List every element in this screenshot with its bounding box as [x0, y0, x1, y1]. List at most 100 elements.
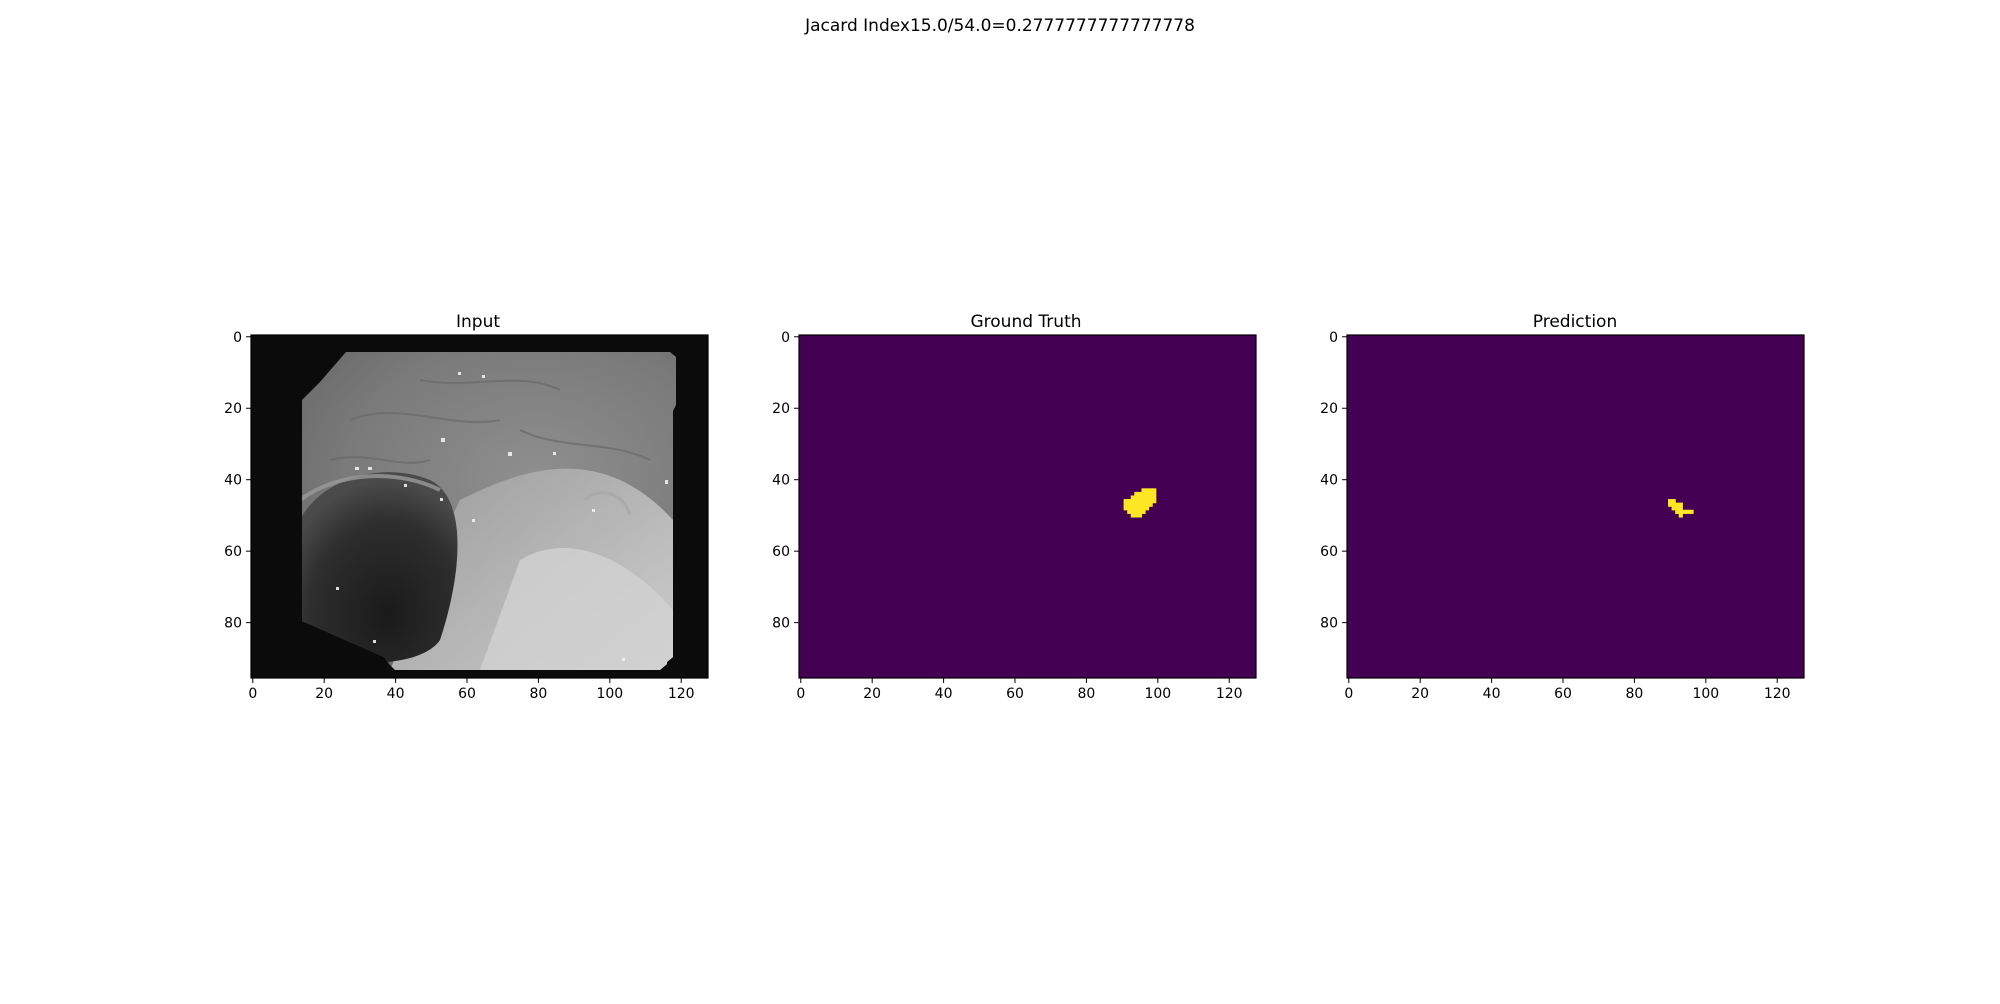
- ground-truth-mask-pixel: [1134, 491, 1139, 497]
- ground-truth-mask-pixel: [1134, 506, 1139, 511]
- ground-truth-x-tick-label: 20: [863, 686, 881, 702]
- ground-truth-mask-pixel: [1137, 502, 1143, 507]
- prediction-mask-pixel: [1678, 509, 1683, 514]
- ground-truth-mask-pixel: [1141, 488, 1146, 493]
- ground-truth-mask-pixel: [1152, 495, 1157, 500]
- prediction-y-tick-label: 40: [1320, 473, 1338, 489]
- ground-truth-mask-pixel: [1145, 499, 1150, 504]
- ground-truth-mask-pixel: [1127, 509, 1132, 514]
- input-x-tick-label: 80: [529, 686, 547, 702]
- ground-truth-mask-pixel: [1123, 502, 1128, 507]
- ground-truth-mask-pixel: [1148, 488, 1153, 493]
- ground-truth-mask-pixel: [1134, 495, 1139, 500]
- ground-truth-mask-pixel: [1130, 506, 1135, 511]
- ground-truth-x-tick-label: 40: [935, 686, 953, 702]
- ground-truth-mask-pixel: [1127, 502, 1132, 507]
- prediction-mask-pixel: [1675, 506, 1680, 511]
- ground-truth-x-tick-label: 60: [1006, 686, 1024, 702]
- ground-truth-mask-pixel: [1148, 491, 1153, 497]
- ground-truth-x-tick-label: 120: [1216, 686, 1243, 702]
- ground-truth-mask-pixel: [1137, 495, 1143, 500]
- ground-truth-mask-pixel: [1127, 499, 1132, 504]
- prediction-mask-pixel: [1668, 502, 1673, 507]
- prediction-mask-pixel: [1678, 502, 1683, 507]
- ground-truth-background: [799, 335, 1256, 678]
- ground-truth-mask-pixel: [1145, 488, 1150, 493]
- ground-truth-mask-pixel: [1130, 513, 1135, 518]
- prediction-x-tick-label: 100: [1692, 686, 1719, 702]
- ground-truth-mask-pixel: [1137, 491, 1143, 497]
- input-y-tick-label: 60: [224, 544, 242, 560]
- ground-truth-mask-pixel: [1134, 499, 1139, 504]
- input-x-tick-label: 40: [387, 686, 405, 702]
- input-x-tick-label: 60: [458, 686, 476, 702]
- prediction-mask-pixel: [1675, 509, 1680, 514]
- ground-truth-mask-pixel: [1152, 488, 1157, 493]
- ground-truth-mask-pixel: [1127, 506, 1132, 511]
- input-image: [250, 334, 709, 679]
- prediction-mask-pixel: [1685, 509, 1691, 514]
- figure-suptitle: Jacard Index15.0/54.0=0.2777777777777778: [805, 16, 1195, 36]
- prediction-y-tick-label: 60: [1320, 544, 1338, 560]
- prediction-x-tick-label: 40: [1483, 686, 1501, 702]
- ground-truth-mask-pixel: [1141, 495, 1146, 500]
- ground-truth-mask-pixel: [1137, 509, 1143, 514]
- prediction-y-tick-label: 80: [1320, 616, 1338, 632]
- ground-truth-mask-pixel: [1145, 502, 1150, 507]
- ground-truth-mask-pixel: [1130, 509, 1135, 514]
- ground-truth-x-tick-label: 100: [1144, 686, 1171, 702]
- ground-truth-mask-pixel: [1137, 499, 1143, 504]
- prediction-x-tick-label: 120: [1764, 686, 1791, 702]
- ground-truth-mask-pixel: [1123, 499, 1128, 504]
- prediction-mask-pixel: [1671, 499, 1676, 504]
- ground-truth-mask-pixel: [1152, 499, 1157, 504]
- ground-truth-mask-pixel: [1141, 491, 1146, 497]
- input-y-tick-label: 40: [224, 473, 242, 489]
- prediction-mask-pixel: [1689, 509, 1694, 514]
- input-x-tick-label: 20: [315, 686, 333, 702]
- ground-truth-mask-pixel: [1130, 495, 1135, 500]
- prediction-y-tick-label: 20: [1320, 401, 1338, 417]
- ground-truth-mask-pixel: [1152, 491, 1157, 497]
- ground-truth-y-tick-label: 20: [772, 401, 790, 417]
- prediction-mask: [1668, 499, 1694, 518]
- ground-truth-mask-pixel: [1134, 509, 1139, 514]
- prediction-x-tick-label: 80: [1625, 686, 1643, 702]
- prediction-mask-pixel: [1678, 513, 1683, 518]
- ground-truth-mask-pixel: [1148, 495, 1153, 500]
- ground-truth-y-tick-label: 0: [781, 330, 790, 346]
- ground-truth-mask-pixel: [1137, 506, 1143, 511]
- ground-truth-title: Ground Truth: [970, 312, 1081, 332]
- input-y-tick-label: 0: [233, 330, 242, 346]
- input-y-tick-label: 80: [224, 616, 242, 632]
- prediction-mask-pixel: [1671, 502, 1676, 507]
- prediction-x-tick-label: 20: [1411, 686, 1429, 702]
- ground-truth-mask-pixel: [1145, 491, 1150, 497]
- prediction-mask-pixel: [1678, 506, 1683, 511]
- ground-truth-mask-pixel: [1141, 506, 1146, 511]
- prediction-mask-pixel: [1668, 499, 1673, 504]
- ground-truth-mask-pixel: [1134, 502, 1139, 507]
- prediction-y-tick-label: 0: [1329, 330, 1338, 346]
- ground-truth-panel: Ground Truth 0 20 40 60 80 100 120 0 20 40 60 80: [772, 312, 1257, 702]
- ground-truth-x-tick-label: 80: [1077, 686, 1095, 702]
- ground-truth-mask-pixel: [1148, 499, 1153, 504]
- prediction-x-tick-label: 60: [1554, 686, 1572, 702]
- ground-truth-mask-pixel: [1148, 502, 1153, 507]
- prediction-panel: Prediction 0 20 40 60 80 100 120 0 20 40 60 80: [1320, 312, 1805, 702]
- prediction-axes: 0 20 40 60 80 100 120 0 20 40 60 80: [1320, 330, 1790, 702]
- ground-truth-mask-pixel: [1130, 499, 1135, 504]
- input-x-tick-label: 120: [668, 686, 695, 702]
- ground-truth-mask-pixel: [1134, 513, 1139, 518]
- input-y-tick-label: 20: [224, 401, 242, 417]
- prediction-mask-pixel: [1671, 506, 1676, 511]
- ground-truth-mask-pixel: [1145, 506, 1150, 511]
- prediction-background: [1347, 335, 1804, 678]
- input-title: Input: [456, 312, 500, 332]
- input-x-tick-label: 100: [596, 686, 623, 702]
- prediction-mask-pixel: [1682, 509, 1687, 514]
- input-panel: Input: [224, 312, 709, 702]
- ground-truth-y-tick-label: 80: [772, 616, 790, 632]
